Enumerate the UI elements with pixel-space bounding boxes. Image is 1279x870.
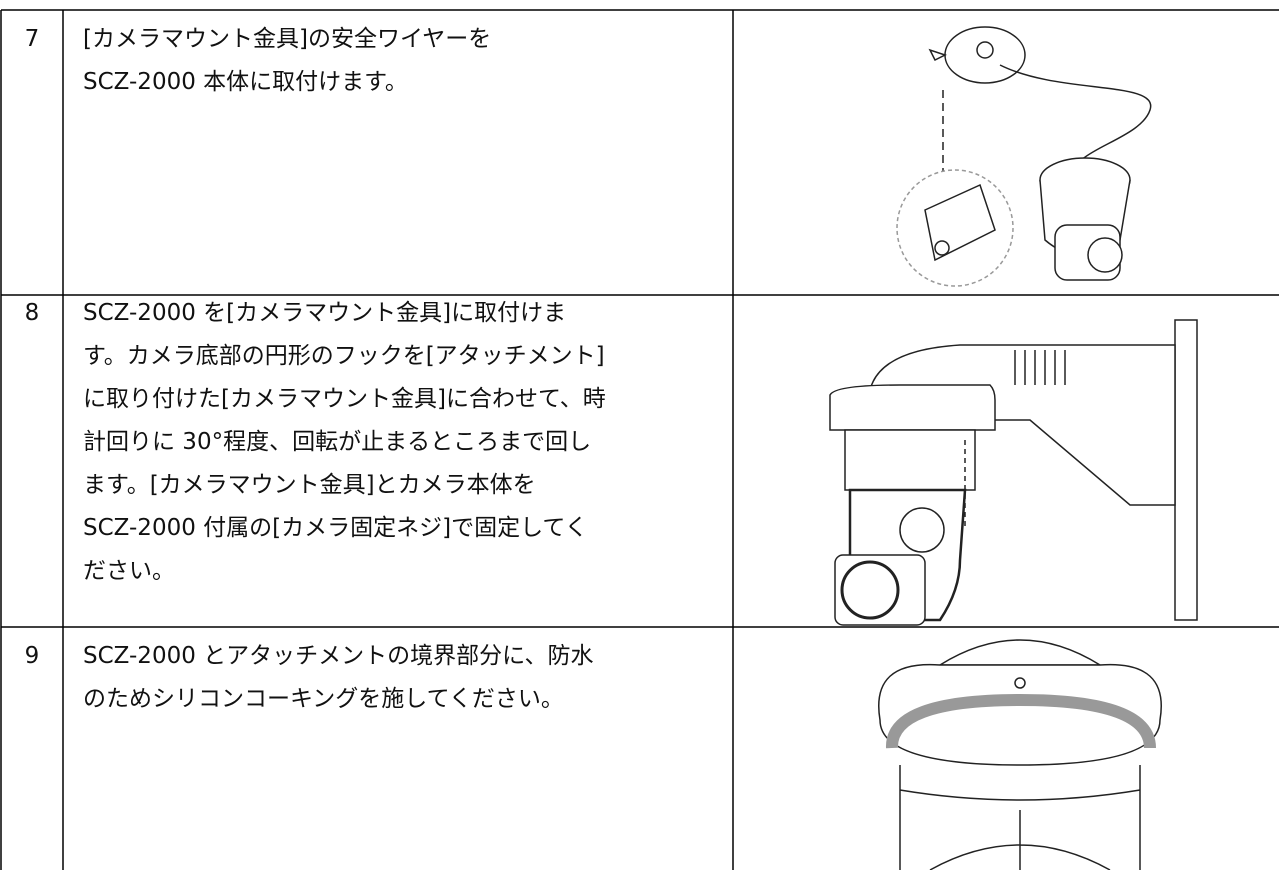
step-text: SCZ-2000 を[カメラマウント金具]に取付けま す。カメラ底部の円形のフッ… (83, 292, 606, 593)
text-line: に取り付けた[カメラマウント金具]に合わせて、時 (83, 386, 606, 412)
illustration-wire-attach (896, 26, 1152, 287)
text-line: SCZ-2000 付属の[カメラ固定ネジ]で固定してく (83, 515, 588, 541)
illustration-sealing (878, 639, 1162, 870)
text-line: す。カメラ底部の円形のフックを[アタッチメント] (83, 343, 605, 369)
text-line: 計回りに 30°程度、回転が止まるところまで回し (83, 429, 592, 455)
illustration-mount (829, 319, 1198, 626)
step-number: 7 (24, 26, 40, 52)
text-line: SCZ-2000 本体に取付けます。 (83, 69, 408, 95)
step-number: 9 (24, 643, 40, 669)
text-line: ます。[カメラマウント金具]とカメラ本体を (83, 472, 536, 498)
text-line: SCZ-2000 とアタッチメントの境界部分に、防水 (83, 643, 594, 669)
step-number: 8 (24, 300, 40, 326)
step-text: SCZ-2000 とアタッチメントの境界部分に、防水 のためシリコンコーキングを… (83, 635, 593, 721)
text-line: ださい。 (83, 558, 175, 584)
text-line: のためシリコンコーキングを施してください。 (83, 686, 564, 712)
text-line: [カメラマウント金具]の安全ワイヤーを (83, 26, 492, 52)
text-line: SCZ-2000 を[カメラマウント金具]に取付けま (83, 300, 567, 326)
step-text: [カメラマウント金具]の安全ワイヤーを SCZ-2000 本体に取付けます。 (83, 18, 491, 104)
